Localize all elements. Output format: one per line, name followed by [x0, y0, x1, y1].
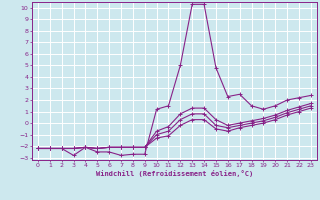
X-axis label: Windchill (Refroidissement éolien,°C): Windchill (Refroidissement éolien,°C) — [96, 170, 253, 177]
